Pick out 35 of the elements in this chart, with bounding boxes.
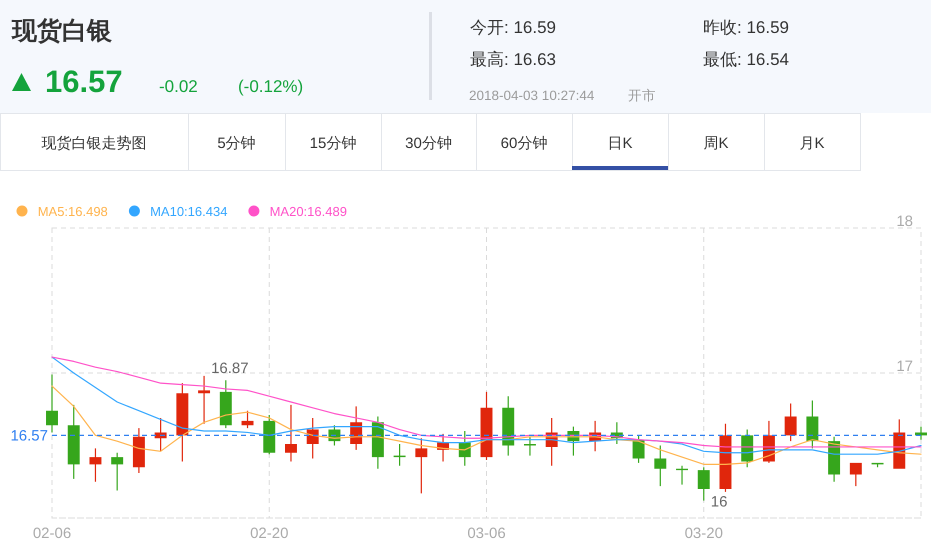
text: -0.02 — [159, 76, 198, 96]
text: 5分钟 — [217, 134, 256, 152]
tab[interactable] — [381, 113, 477, 171]
y-tick-label: 17 — [896, 358, 913, 374]
text: 最高: 16.63 — [470, 50, 556, 68]
text: 周K — [703, 134, 729, 152]
text: 月K — [799, 134, 825, 152]
annotation: 16 — [710, 493, 728, 510]
text: 15分钟 — [310, 134, 356, 152]
text: 日K — [607, 134, 633, 152]
legend-label: MA20:16.489 — [270, 204, 347, 218]
text: (-0.12%) — [238, 76, 304, 96]
text: 昨收: 16.59 — [703, 18, 789, 36]
text: 2018-04-03 10:27:44 — [469, 88, 595, 102]
y-tick-label: 18 — [896, 212, 913, 230]
text: 16.57 — [45, 64, 123, 98]
x-tick-label: 03-06 — [467, 524, 506, 542]
annotation: 16.87 — [211, 359, 249, 376]
ref-line-label: 16.57 — [10, 426, 48, 444]
text: 30分钟 — [405, 134, 452, 152]
x-tick-label: 02-06 — [32, 524, 72, 542]
tab[interactable] — [0, 113, 189, 171]
text: 今开: 16.59 — [470, 18, 556, 36]
x-tick-label: 03-20 — [684, 524, 723, 542]
legend-label: MA5:16.498 — [38, 204, 108, 218]
text: 开市 — [628, 88, 656, 102]
text: 60分钟 — [500, 134, 548, 152]
legend-label: MA10:16.434 — [150, 204, 228, 218]
selected-tab[interactable] — [572, 113, 669, 171]
tab[interactable] — [476, 113, 573, 171]
tab[interactable] — [285, 113, 382, 171]
text: 现货白银 — [11, 17, 113, 45]
text: 最低: 16.54 — [703, 50, 789, 68]
x-tick-label: 02-20 — [250, 524, 288, 542]
text: 现货白银走势图 — [42, 134, 146, 152]
